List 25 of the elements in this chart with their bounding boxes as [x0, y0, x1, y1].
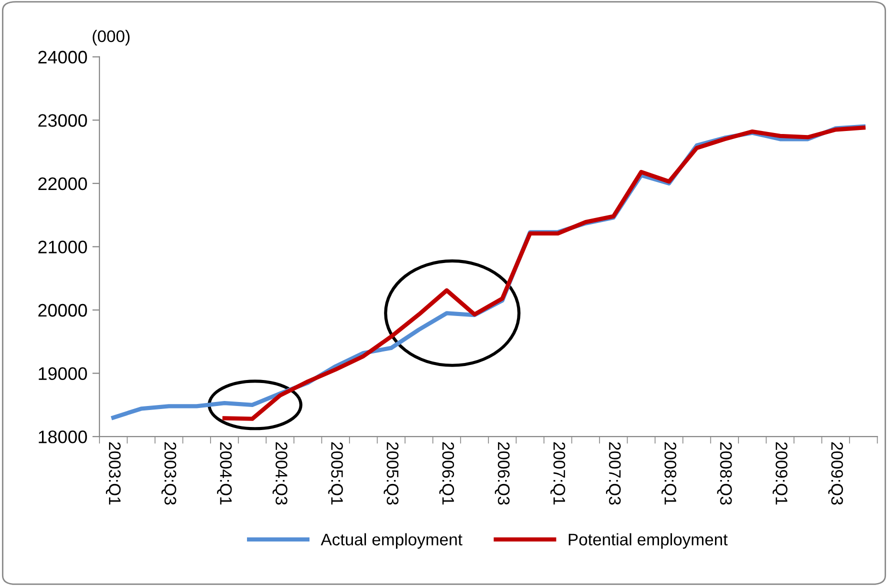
y-tick-label: 18000: [38, 430, 87, 444]
x-tick-label: 2009:Q1: [772, 442, 788, 505]
x-tick-label: 2006:Q1: [439, 442, 454, 505]
y-tick-label: 19000: [38, 367, 87, 380]
x-tick-label: 2007:Q3: [606, 442, 621, 505]
legend-label: Potential employment: [568, 533, 728, 549]
x-tick-label: 2006:Q3: [494, 442, 510, 505]
y-tick-label: 22000: [38, 177, 87, 190]
x-tick-label: 2004:Q3: [272, 442, 288, 505]
line-series: [222, 126, 866, 421]
x-tick-label: 2003:Q1: [106, 442, 121, 505]
y-tick-label: 20000: [38, 304, 87, 317]
y-tick-label: 24000: [38, 50, 87, 64]
y-tick-label: 21000: [38, 240, 87, 254]
x-tick-label: 2007:Q1: [550, 442, 566, 505]
x-tick-label: 2009:Q3: [828, 442, 843, 505]
x-tick-label: 2005:Q3: [384, 442, 398, 505]
x-tick-label: 2008:Q1: [662, 442, 676, 505]
y-axis-title: (000): [92, 30, 130, 46]
x-tick-label: 2008:Q3: [717, 442, 732, 505]
y-tick-label: 23000: [38, 114, 87, 127]
x-tick-label: 2004:Q1: [217, 442, 232, 505]
x-tick-label: 2003:Q3: [161, 442, 176, 505]
x-tick-label: 2005:Q1: [328, 442, 343, 505]
legend-label: Actual employment: [320, 533, 462, 549]
